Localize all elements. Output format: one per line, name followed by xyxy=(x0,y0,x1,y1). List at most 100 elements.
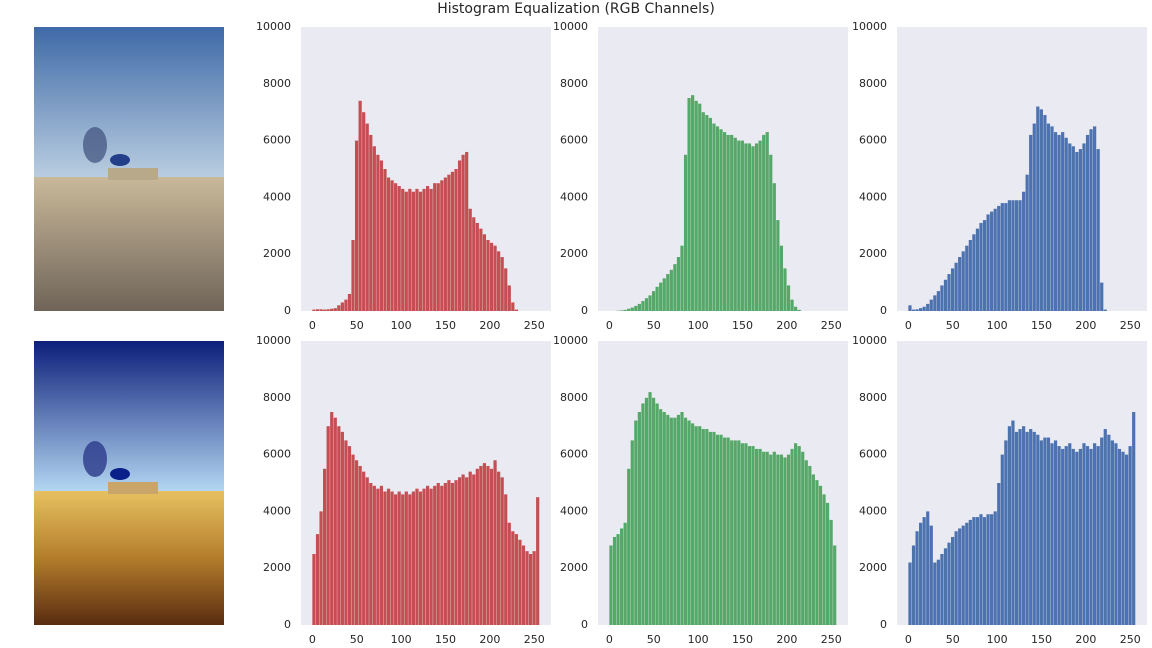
histogram-axes: 0 2000 4000 6000 8000 10000 0 50 100 150 200 250 xyxy=(852,334,1147,646)
bar xyxy=(340,431,344,625)
bar xyxy=(908,562,912,625)
bar xyxy=(1022,191,1026,311)
bar xyxy=(940,285,944,311)
bar xyxy=(694,100,698,311)
bar xyxy=(744,443,748,625)
bar xyxy=(708,117,712,311)
bar xyxy=(504,268,508,311)
bar xyxy=(926,511,930,625)
bar xyxy=(616,534,620,625)
bar xyxy=(641,301,645,311)
y-tick-label: 4000 xyxy=(263,504,291,517)
x-tick-label: 150 xyxy=(732,633,753,646)
y-tick-label: 4000 xyxy=(560,504,588,517)
bar xyxy=(751,446,755,625)
bar xyxy=(323,468,327,625)
bar xyxy=(401,188,405,311)
y-tick-label: 4000 xyxy=(560,190,588,203)
bar xyxy=(733,137,737,311)
bar xyxy=(497,471,501,625)
x-tick-label: 250 xyxy=(821,319,842,332)
bar xyxy=(532,551,536,625)
bar xyxy=(769,454,773,625)
bar xyxy=(691,423,695,625)
bar xyxy=(723,132,727,311)
bar xyxy=(666,274,670,311)
bar xyxy=(659,282,663,311)
bar xyxy=(1004,203,1008,311)
bar xyxy=(754,143,759,311)
bar xyxy=(990,514,994,625)
bar xyxy=(337,305,341,311)
y-tick-label: 4000 xyxy=(859,190,887,203)
bar xyxy=(386,488,391,625)
bar xyxy=(719,129,723,311)
bar xyxy=(926,303,930,311)
y-tick-label: 2000 xyxy=(859,247,887,260)
bar xyxy=(715,126,720,312)
x-tick-label: 150 xyxy=(435,633,456,646)
bar xyxy=(372,146,376,311)
bar xyxy=(326,309,330,311)
bar xyxy=(408,188,412,311)
bar xyxy=(1100,437,1104,625)
bar xyxy=(465,477,469,625)
bar xyxy=(965,245,969,311)
bar xyxy=(461,474,465,625)
bar xyxy=(954,531,958,625)
bar xyxy=(1061,448,1065,625)
x-tick-label: 0 xyxy=(309,319,316,332)
bar xyxy=(536,497,540,625)
bar xyxy=(712,431,716,625)
bar xyxy=(422,188,426,311)
bar xyxy=(698,426,702,625)
bar xyxy=(641,403,645,625)
bar xyxy=(315,309,320,311)
bar xyxy=(1128,446,1132,625)
y-tick-label: 4000 xyxy=(263,190,291,203)
y-tick-label: 8000 xyxy=(859,77,887,90)
bar xyxy=(1089,448,1093,625)
bar xyxy=(950,268,955,311)
bar xyxy=(968,519,972,625)
bar xyxy=(790,299,794,311)
bar xyxy=(961,251,965,311)
bar xyxy=(411,191,415,311)
bar xyxy=(634,305,638,311)
y-tick-label: 2000 xyxy=(263,561,291,574)
bar xyxy=(644,397,649,625)
y-tick-label: 6000 xyxy=(263,134,291,147)
bar xyxy=(1014,200,1019,311)
y-tick-label: 0 xyxy=(284,304,291,317)
x-tick-label: 50 xyxy=(946,319,960,332)
bar xyxy=(997,483,1001,625)
bar xyxy=(426,485,430,625)
bar xyxy=(436,183,440,311)
bar xyxy=(680,245,684,311)
bar xyxy=(1068,143,1072,311)
bar xyxy=(740,140,744,311)
bar xyxy=(708,431,712,625)
x-tick-label: 50 xyxy=(647,633,661,646)
y-tick-label: 8000 xyxy=(263,391,291,404)
x-tick-label: 200 xyxy=(1075,319,1096,332)
bar xyxy=(630,440,634,625)
bar xyxy=(475,222,479,311)
bar xyxy=(719,434,723,625)
bar xyxy=(404,191,408,311)
x-tick-label: 200 xyxy=(776,319,797,332)
bar xyxy=(797,309,801,311)
bar xyxy=(394,183,398,311)
bar xyxy=(922,517,926,625)
bar xyxy=(497,251,501,311)
bar xyxy=(972,517,976,625)
bar xyxy=(751,146,755,311)
bar xyxy=(630,307,634,311)
bar xyxy=(397,186,401,311)
bar xyxy=(637,303,641,311)
x-tick-label: 100 xyxy=(688,319,709,332)
bar xyxy=(1025,431,1029,625)
bar xyxy=(404,491,408,625)
bar xyxy=(954,262,958,311)
bar xyxy=(825,502,830,625)
